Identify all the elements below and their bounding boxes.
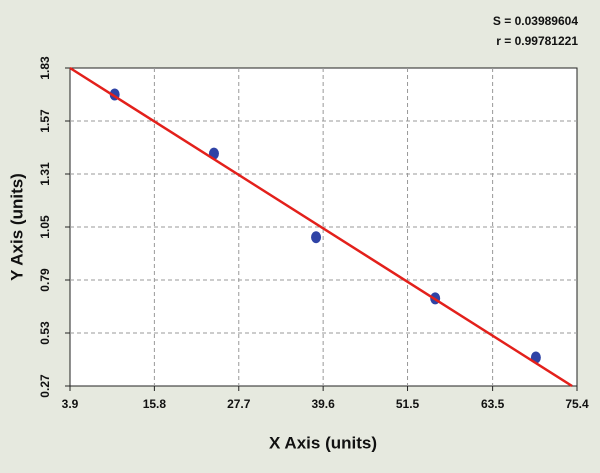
point <box>311 231 322 244</box>
y-tick-label: 1.31 <box>38 162 52 186</box>
annotation: S = 0.03989604 <box>493 14 578 28</box>
x-tick-label: 63.5 <box>481 397 505 411</box>
x-tick-label: 51.5 <box>396 397 420 411</box>
x-tick-label: 3.9 <box>62 397 79 411</box>
annotation: r = 0.99781221 <box>496 34 578 48</box>
x-tick-label: 15.8 <box>143 397 167 411</box>
x-tick-label: 39.6 <box>311 397 335 411</box>
y-tick-label: 1.83 <box>38 56 52 80</box>
fit-line <box>69 66 573 388</box>
x-axis-title: X Axis (units) <box>269 433 377 452</box>
x-tick-label: 75.4 <box>565 397 589 411</box>
y-tick-label: 0.27 <box>38 374 52 398</box>
y-axis-title: Y Axis (units) <box>7 173 26 281</box>
y-tick-label: 0.79 <box>38 268 52 292</box>
y-tick-label: 1.57 <box>38 109 52 133</box>
y-tick-label: 0.53 <box>38 321 52 345</box>
x-tick-label: 27.7 <box>227 397 251 411</box>
y-tick-label: 1.05 <box>38 215 52 239</box>
